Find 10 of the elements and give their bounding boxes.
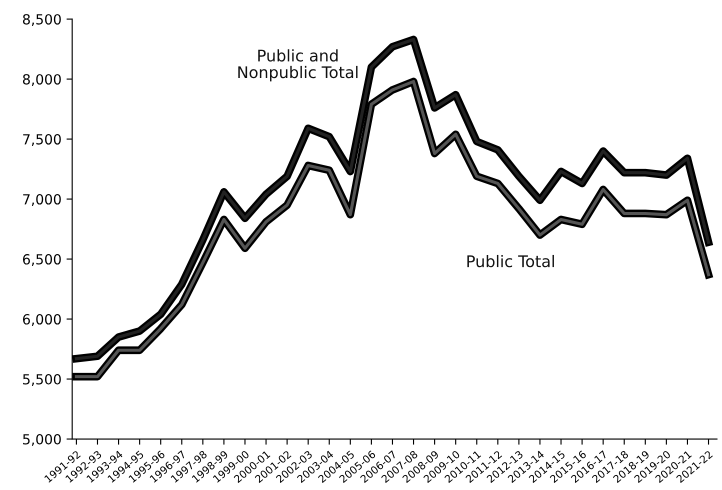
y-tick-label: 8,000 — [22, 74, 61, 86]
y-tick-label: 5,500 — [23, 374, 61, 386]
series-label: Public Total — [467, 254, 554, 268]
y-tick-label: 5,000 — [23, 434, 61, 446]
y-tick-label: 7,000 — [23, 194, 61, 206]
y-tick-label: 6,000 — [22, 314, 61, 326]
y-tick-label: 7,500 — [23, 134, 61, 146]
y-tick-label: 6,500 — [22, 254, 61, 266]
series-label: Public and Nonpublic Total — [238, 49, 358, 82]
y-tick-label: 8,500 — [22, 14, 61, 26]
